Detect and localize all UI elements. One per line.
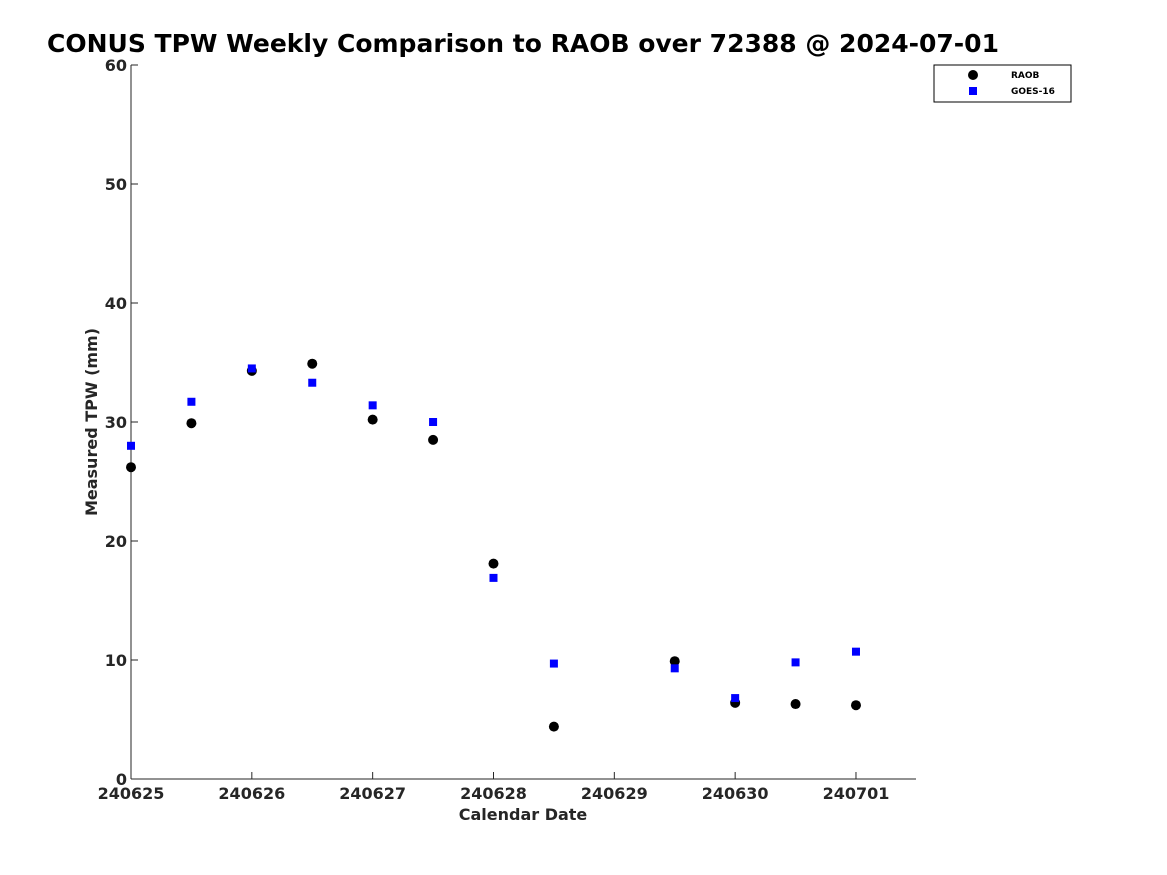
- raob-point: [790, 699, 801, 710]
- goes-16-point: [247, 364, 256, 373]
- goes-16-point: [851, 647, 860, 656]
- goes-16-point: [670, 664, 679, 673]
- raob-point: [428, 434, 439, 445]
- x-tick-label: 240629: [581, 784, 648, 803]
- chart-title: CONUS TPW Weekly Comparison to RAOB over…: [47, 29, 999, 58]
- goes-16-point: [429, 418, 438, 426]
- y-tick-label: 60: [105, 56, 127, 75]
- x-tick-label: 240625: [98, 784, 165, 803]
- legend-label-raob: RAOB: [1011, 71, 1040, 81]
- legend-label-goes-16: GOES-16: [1011, 87, 1055, 97]
- y-tick-label: 10: [105, 651, 127, 670]
- x-tick-label: 240628: [460, 784, 527, 803]
- goes-16-point: [308, 378, 317, 387]
- y-tick-label: 0: [116, 770, 127, 789]
- axes: [130, 65, 916, 780]
- x-tick-label: 240701: [823, 784, 890, 803]
- raob-point: [488, 558, 499, 569]
- goes-16-point: [549, 659, 558, 668]
- goes-16-point: [731, 694, 740, 703]
- goes-16-point: [187, 397, 196, 406]
- raob-point: [186, 418, 197, 429]
- y-tick-label: 40: [105, 294, 127, 313]
- raob-point: [126, 462, 136, 473]
- data-points: [126, 358, 861, 732]
- legend: RAOB GOES-16: [933, 64, 1072, 103]
- raob-point: [850, 700, 861, 711]
- legend-box: [933, 64, 1072, 103]
- x-tick-label: 240626: [218, 784, 285, 803]
- raob-point: [307, 358, 318, 369]
- y-tick-label: 50: [105, 175, 127, 194]
- y-tick-label: 30: [105, 413, 127, 432]
- raob-point: [669, 656, 680, 667]
- goes-16-point: [127, 441, 135, 450]
- y-ticks: 0 10 20 30 40 50 60: [105, 56, 138, 789]
- x-axis-label: Calendar Date: [459, 805, 588, 824]
- goes-16-point: [368, 401, 377, 410]
- x-tick-label: 240627: [339, 784, 406, 803]
- y-tick-label: 20: [105, 532, 127, 551]
- x-ticks: 240625 240626 240627 240628 240629 240630 2407…: [98, 772, 890, 803]
- legend-marker-raob: [968, 70, 978, 80]
- legend-marker-goes-16: [969, 87, 977, 95]
- goes-16-point: [791, 658, 800, 667]
- goes-16-point: [489, 573, 498, 582]
- raob-point: [367, 414, 378, 425]
- x-tick-label: 240630: [702, 784, 769, 803]
- y-axis-label: Measured TPW (mm): [82, 328, 101, 516]
- raob-point: [548, 721, 559, 732]
